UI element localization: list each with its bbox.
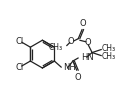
Text: CH₃: CH₃: [102, 52, 116, 61]
Text: CH₃: CH₃: [49, 43, 63, 52]
Text: O: O: [84, 38, 91, 47]
Text: O: O: [74, 73, 81, 82]
Text: CH₃: CH₃: [102, 44, 116, 53]
Text: Cl: Cl: [16, 37, 24, 45]
Text: HN: HN: [81, 53, 94, 62]
Text: O: O: [68, 37, 75, 46]
Text: O: O: [80, 19, 86, 28]
Text: Cl: Cl: [16, 63, 24, 72]
Text: NH: NH: [63, 64, 76, 72]
